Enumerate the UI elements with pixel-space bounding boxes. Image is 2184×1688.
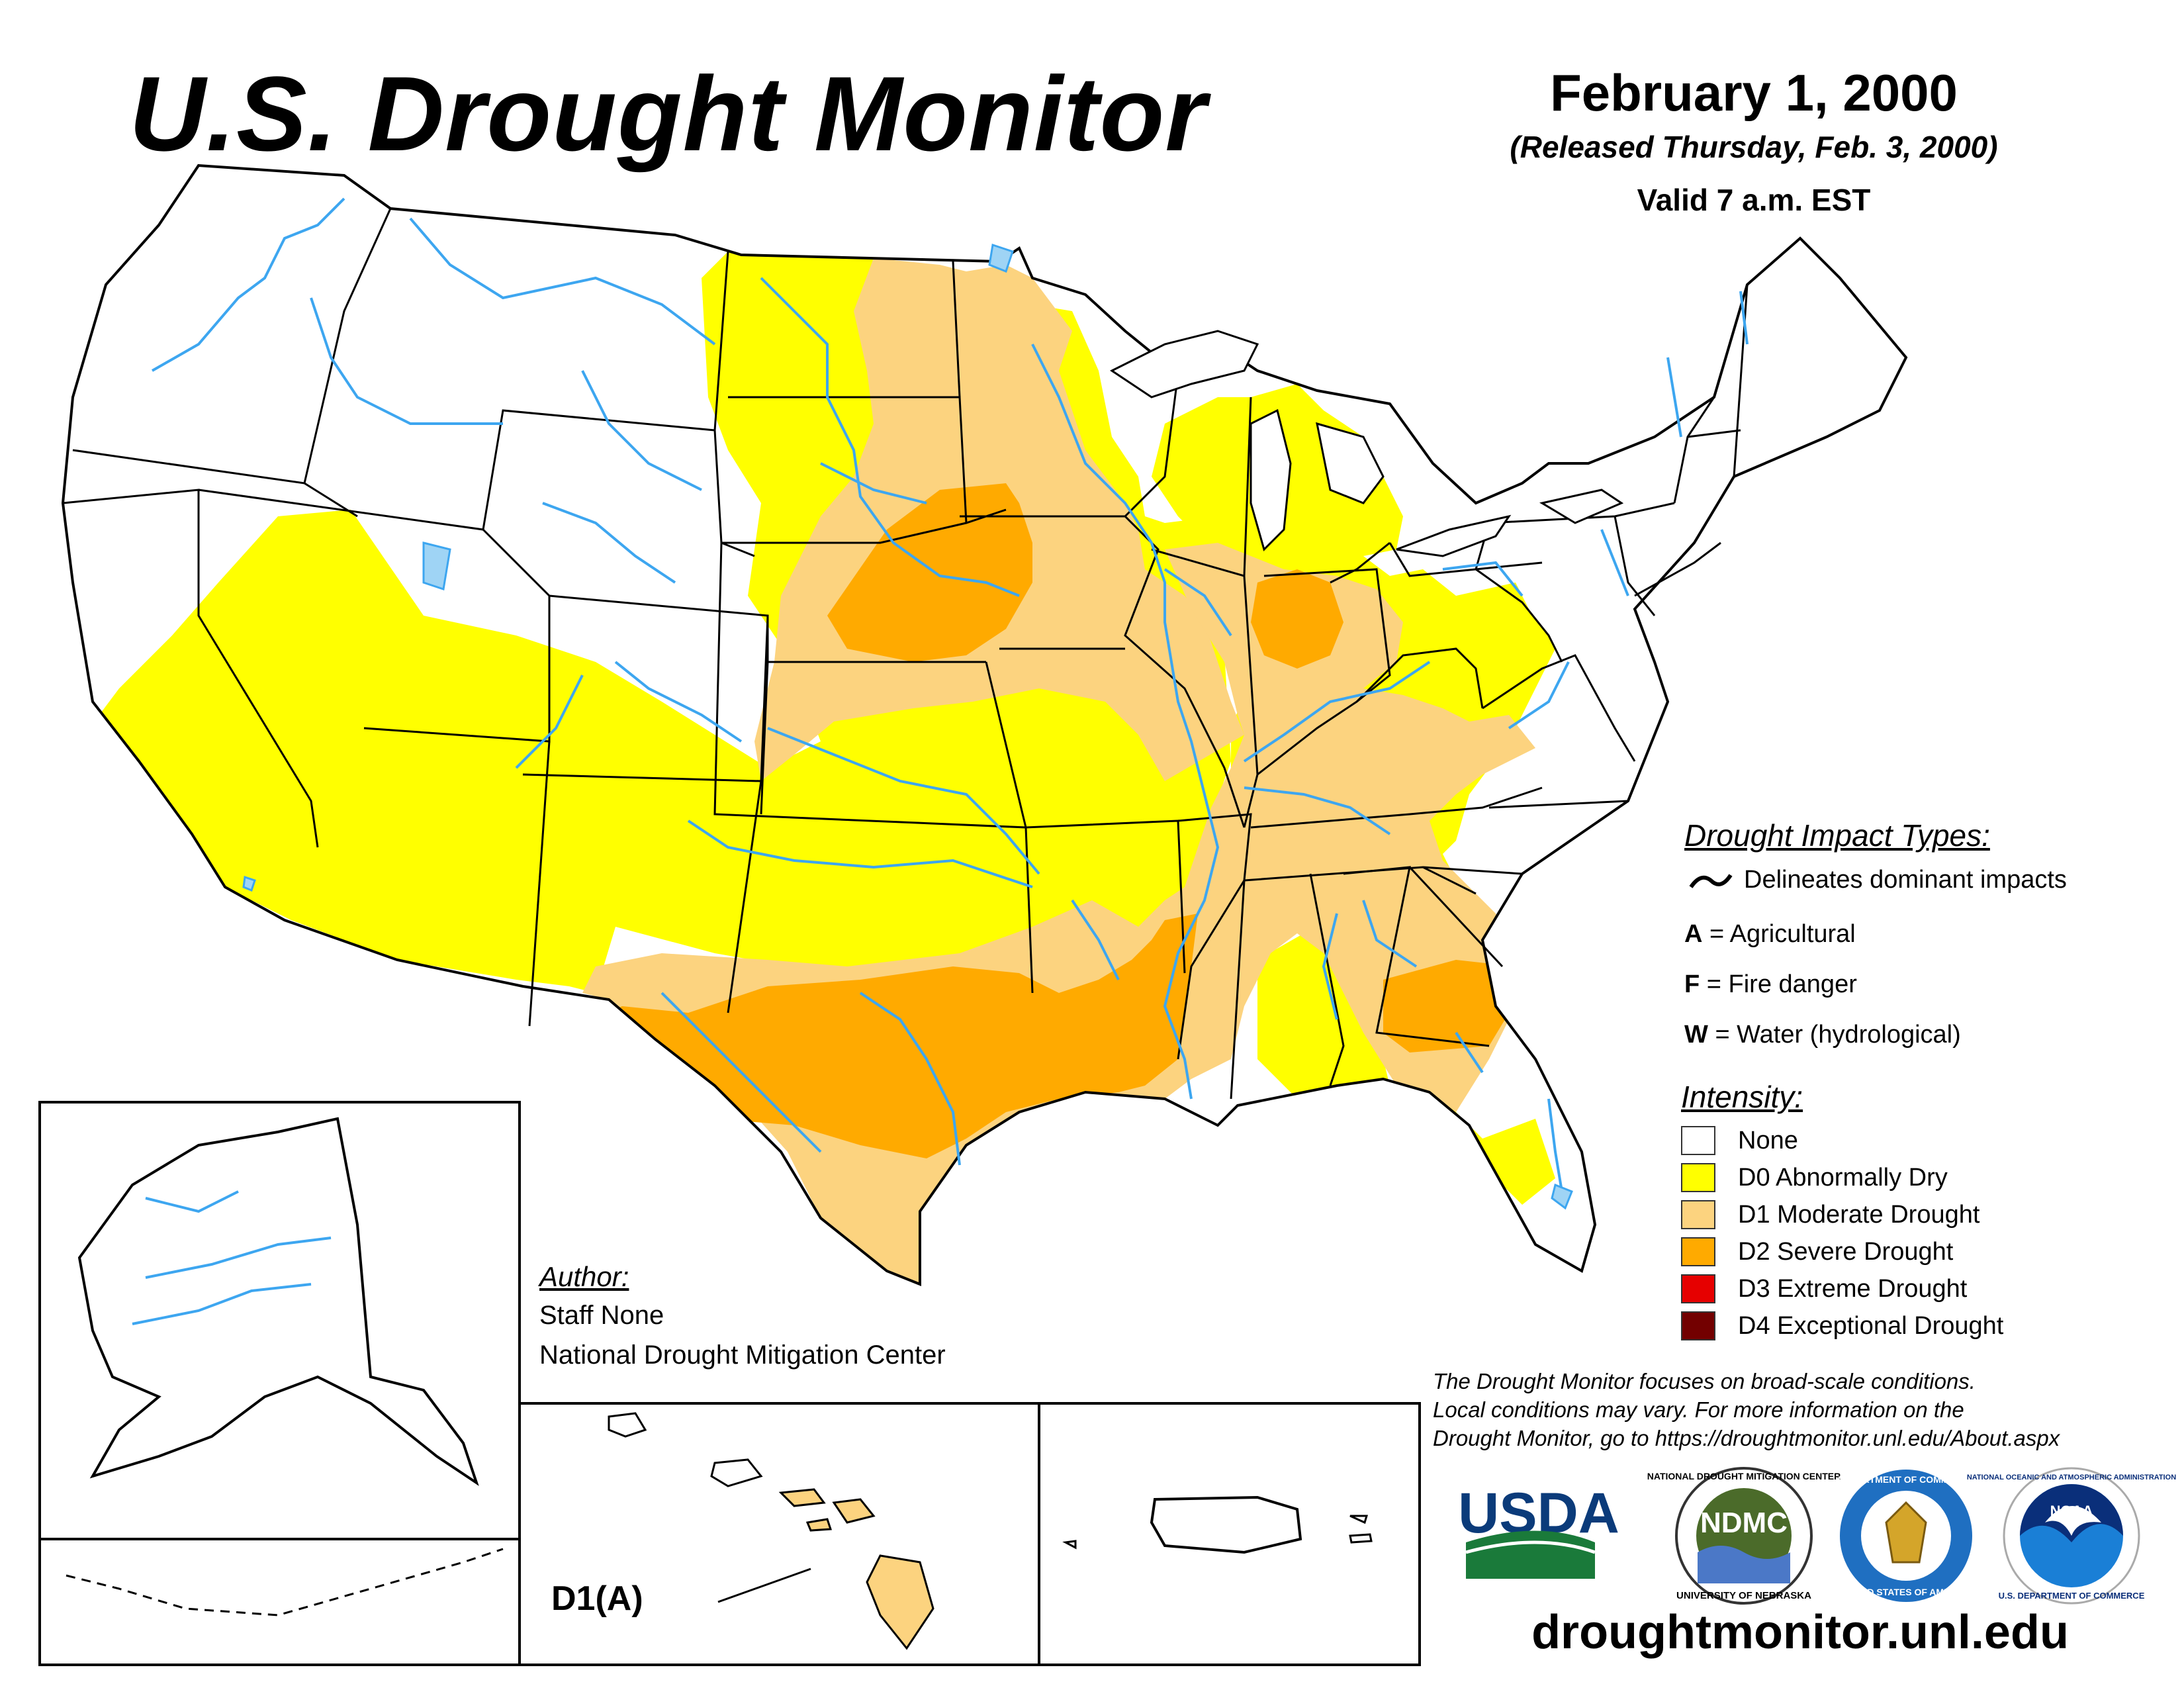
ndmc-ring-bottom-text: UNIVERSITY OF NEBRASKA (1676, 1590, 1811, 1601)
impact-item-agricultural: A = Agricultural (1684, 920, 1961, 970)
ndmc-logo: NDMC NATIONAL DROUGHT MITIGATION CENTER … (1647, 1467, 1841, 1605)
impact-item-water: W = Water (hydrological) (1684, 1021, 1961, 1071)
impact-code: A (1684, 920, 1703, 948)
intensity-item-d4: D4 Exceptional Drought (1681, 1307, 2003, 1344)
intensity-legend-heading: Intensity: (1681, 1080, 1803, 1114)
author-heading: Author: (539, 1261, 629, 1292)
footnote-line: The Drought Monitor focuses on broad-sca… (1433, 1369, 1976, 1393)
map-title: U.S. Drought Monitor (129, 54, 1207, 173)
hawaii-label-leader (717, 1568, 811, 1603)
usda-logo: USDA (1458, 1481, 1619, 1579)
impact-delineates-label: Delineates dominant impacts (1744, 866, 2067, 894)
author-name: Staff None (539, 1301, 664, 1330)
footnote-line: Drought Monitor, go to https://droughtmo… (1433, 1426, 2060, 1450)
alaska-shape (77, 1117, 479, 1486)
footnote-line: Local conditions may vary. For more info… (1433, 1397, 1964, 1422)
ndmc-logo-text: NDMC (1700, 1507, 1788, 1539)
ndmc-ring-top-text: NATIONAL DROUGHT MITIGATION CENTER (1647, 1471, 1841, 1481)
salton-sea (242, 876, 256, 892)
commerce-logo: DEPARTMENT OF COMMERCE UNITED STATES OF … (1838, 1470, 1975, 1602)
intensity-item-d3: D3 Extreme Drought (1681, 1270, 2003, 1307)
impact-label: = Water (hydrological) (1715, 1021, 1961, 1049)
map-date: February 1, 2000 (1550, 64, 1958, 122)
aleutian-inset-frame (38, 1538, 521, 1666)
intensity-swatch (1681, 1200, 1715, 1229)
impact-item-fire: F = Fire danger (1684, 970, 1961, 1021)
valid-time: Valid 7 a.m. EST (1637, 183, 1871, 217)
lakes (242, 244, 1573, 1210)
hawaii-inset-frame (518, 1402, 1040, 1666)
intensity-item-none: None (1681, 1122, 2003, 1159)
aleutian-islands (66, 1548, 504, 1617)
noaa-ring-bottom-text: U.S. DEPARTMENT OF COMMERCE (1999, 1591, 2145, 1601)
intensity-swatch (1681, 1126, 1715, 1155)
hawaii-drought-label: D1(A) (551, 1579, 643, 1618)
author-organization: National Drought Mitigation Center (539, 1340, 946, 1370)
noaa-ring-top-text: NATIONAL OCEANIC AND ATMOSPHERIC ADMINIS… (1967, 1474, 2176, 1481)
lake-superior (1110, 330, 1259, 399)
footnote: The Drought Monitor focuses on broad-sca… (1433, 1367, 2167, 1452)
lake-okeechobee (1551, 1183, 1573, 1210)
puerto-rico-islets (1062, 1515, 1373, 1550)
puerto-rico-shape (1150, 1495, 1302, 1554)
intensity-item-d1: D1 Moderate Drought (1681, 1196, 2003, 1233)
impact-code: W (1684, 1021, 1708, 1049)
intensity-label: D2 Severe Drought (1738, 1237, 1954, 1266)
alaska-rivers (132, 1190, 332, 1325)
intensity-swatch (1681, 1274, 1715, 1303)
drought-areas (99, 252, 1555, 1284)
d0-region-alabama (1257, 933, 1390, 1099)
lake-michigan (1250, 408, 1292, 551)
intensity-label: D0 Abnormally Dry (1738, 1163, 1948, 1192)
intensity-legend-list: None D0 Abnormally Dry D1 Moderate Droug… (1681, 1122, 2003, 1344)
commerce-ring-bottom-text: UNITED STATES OF AMERICA (1839, 1587, 1972, 1597)
d2-region-nebraska (827, 483, 1032, 662)
rivers (152, 197, 1749, 1192)
hawaii-islands (608, 1412, 934, 1650)
intensity-item-d2: D2 Severe Drought (1681, 1233, 2003, 1270)
release-date: (Released Thursday, Feb. 3, 2000) (1510, 130, 1998, 164)
great-salt-lake (422, 541, 451, 590)
impact-legend-list: A = Agricultural F = Fire danger W = Wat… (1684, 920, 1961, 1071)
d2-region-georgia (1383, 960, 1516, 1053)
impact-label: = Agricultural (1709, 920, 1856, 948)
d2-region-texas (582, 914, 1198, 1158)
website-url[interactable]: droughtmonitor.unl.edu (1531, 1606, 2069, 1659)
intensity-label: D4 Exceptional Drought (1738, 1311, 2004, 1340)
state-borders (61, 164, 1908, 1286)
great-lakes (1110, 330, 1624, 557)
intensity-item-d0: D0 Abnormally Dry (1681, 1159, 2003, 1196)
lake-ontario (1539, 489, 1624, 524)
impact-code: F (1684, 970, 1700, 998)
intensity-label: None (1738, 1126, 1798, 1154)
d2-region-indiana (1251, 569, 1343, 669)
impact-label: = Fire danger (1706, 970, 1857, 998)
impact-legend-heading: Drought Impact Types: (1684, 818, 1990, 853)
delineates-impacts-icon (1689, 874, 1733, 888)
intensity-swatch (1681, 1311, 1715, 1340)
lake-erie (1396, 514, 1512, 557)
intensity-label: D3 Extreme Drought (1738, 1274, 1968, 1303)
noaa-logo: NOAA NATIONAL OCEANIC AND ATMOSPHERIC AD… (1967, 1467, 2176, 1605)
lake-huron (1316, 422, 1385, 504)
commerce-ring-top-text: DEPARTMENT OF COMMERCE (1838, 1474, 1975, 1485)
noaa-logo-text: NOAA (2050, 1503, 2093, 1519)
intensity-swatch (1681, 1237, 1715, 1266)
intensity-label: D1 Moderate Drought (1738, 1200, 1980, 1229)
lake-of-the-woods (988, 244, 1014, 273)
intensity-swatch (1681, 1163, 1715, 1192)
